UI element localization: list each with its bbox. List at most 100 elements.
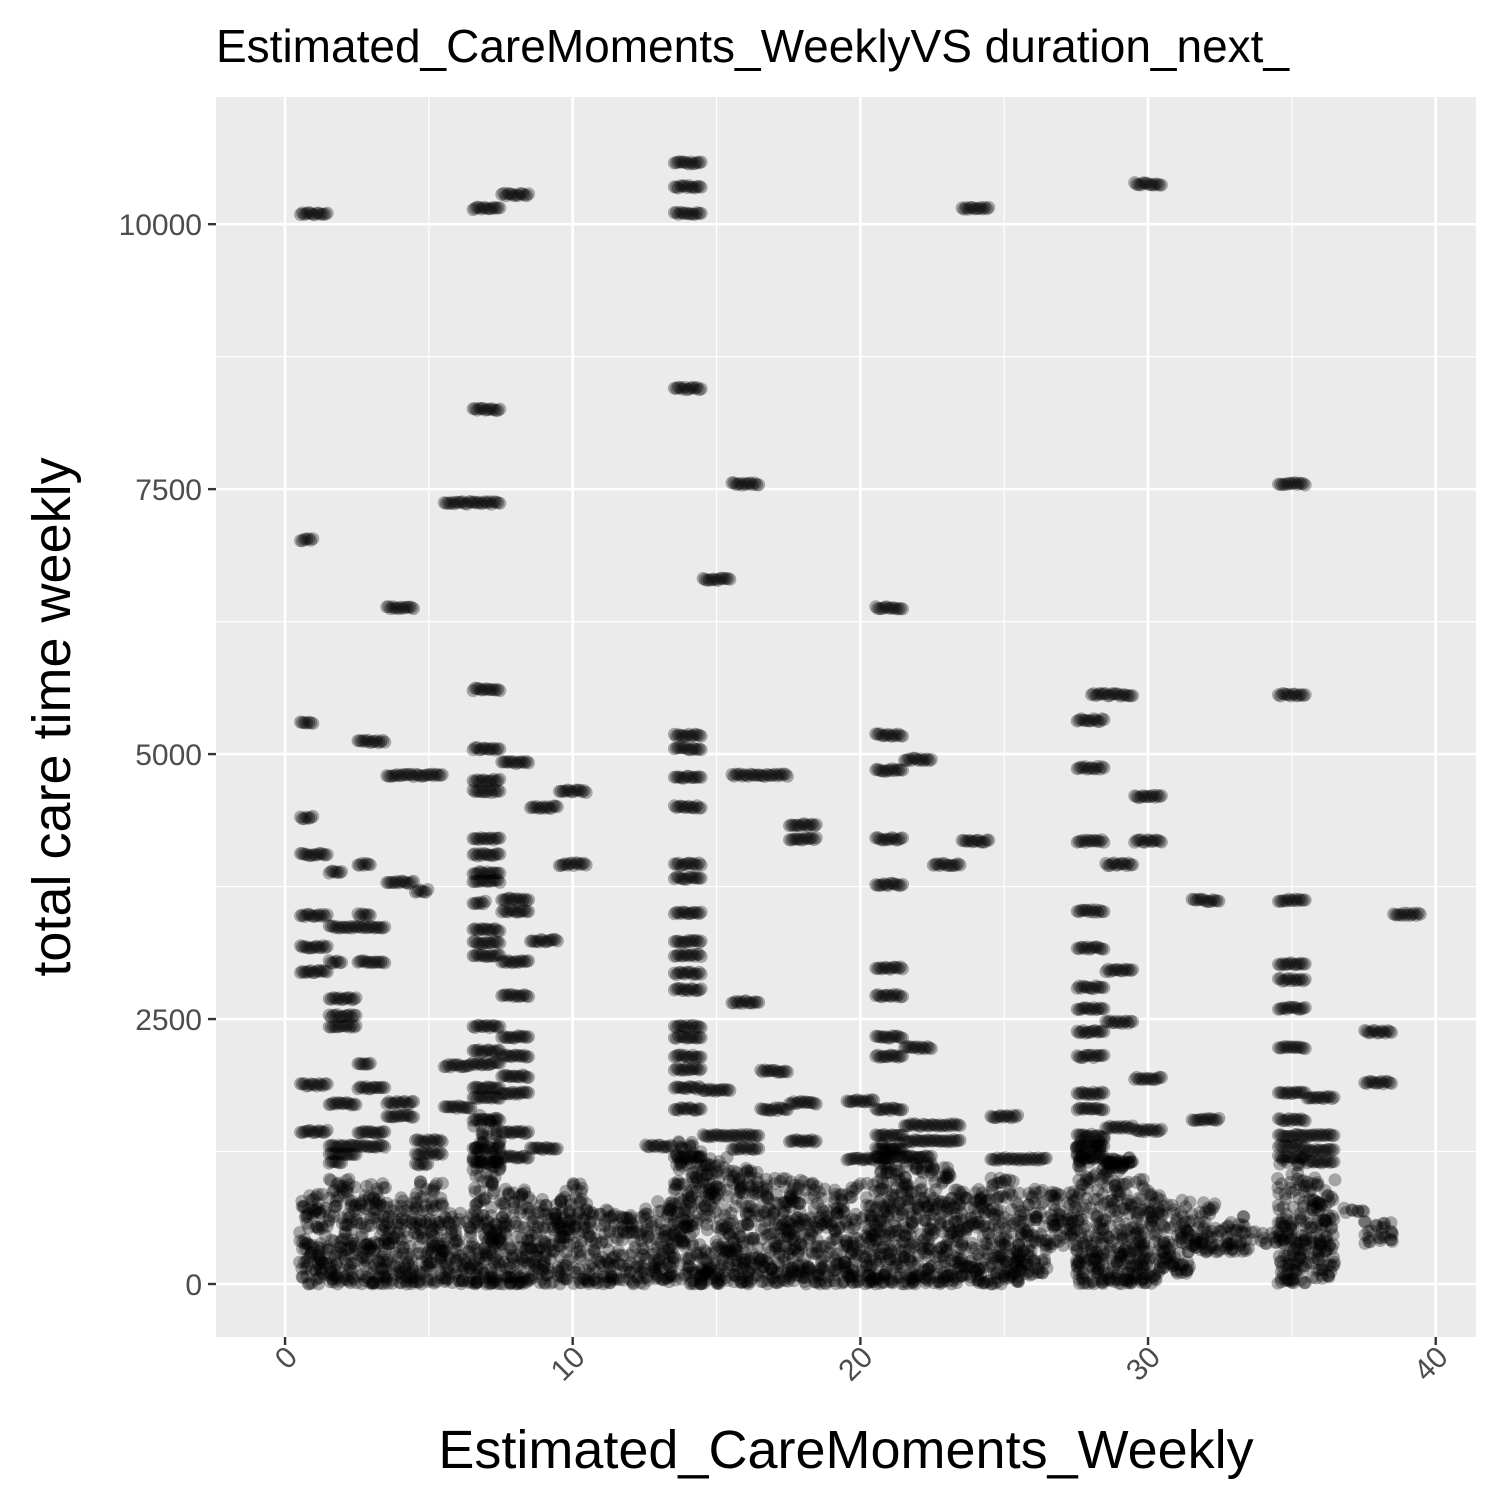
data-point: [445, 1210, 459, 1224]
data-point: [563, 1194, 577, 1208]
data-point: [421, 1246, 435, 1260]
data-point: [559, 1272, 573, 1286]
data-point: [657, 1224, 671, 1238]
data-point: [491, 1155, 505, 1169]
data-point: [551, 1216, 565, 1230]
data-point: [521, 1256, 535, 1270]
data-point: [519, 1249, 533, 1263]
data-point: [469, 1276, 483, 1290]
data-point: [768, 1239, 782, 1253]
data-point: [343, 1261, 357, 1274]
data-point: [648, 1267, 662, 1280]
data-point: [394, 1267, 408, 1281]
data-point: [408, 1275, 422, 1289]
data-point: [811, 1265, 825, 1279]
data-point: [487, 1256, 501, 1270]
data-point: [651, 1270, 665, 1284]
data-point: [299, 1261, 313, 1275]
data-point: [514, 1188, 528, 1201]
data-point: [579, 1203, 593, 1217]
data-point: [567, 1265, 581, 1279]
data-point: [324, 1174, 338, 1188]
data-point: [393, 1204, 407, 1218]
data-point: [492, 1247, 506, 1261]
data-point: [359, 1270, 373, 1284]
data-point: [536, 1259, 550, 1272]
data-point: [1074, 1209, 1088, 1223]
data-point: [478, 1228, 491, 1242]
data-point: [634, 1211, 648, 1224]
data-point: [1056, 1215, 1070, 1229]
data-point: [559, 1224, 573, 1238]
data-point: [330, 1199, 344, 1213]
data-point: [431, 1219, 445, 1233]
data-point: [419, 1217, 433, 1231]
data-point: [1180, 1263, 1194, 1277]
data-point: [680, 1214, 694, 1228]
data-point: [499, 1182, 513, 1196]
data-point: [513, 1219, 526, 1233]
data-point: [982, 833, 996, 847]
data-point: [531, 1243, 545, 1257]
data-point: [637, 1262, 651, 1276]
data-point: [295, 1262, 309, 1276]
data-point: [559, 1245, 573, 1259]
data-point: [431, 1236, 445, 1250]
data-point: [373, 1269, 387, 1283]
data-point: [569, 1265, 583, 1279]
data-point: [478, 1275, 492, 1289]
data-point: [460, 1257, 474, 1271]
data-point: [1413, 907, 1427, 921]
data-point: [626, 1277, 640, 1291]
data-point: [378, 920, 392, 934]
data-point: [652, 1253, 666, 1267]
data-point: [410, 1187, 424, 1201]
data-point: [1024, 1244, 1038, 1258]
data-point: [506, 1209, 520, 1223]
data-point: [370, 1185, 384, 1199]
data-point: [525, 1240, 539, 1254]
data-point: [535, 1272, 549, 1286]
data-point: [486, 1186, 500, 1200]
data-point: [499, 1269, 513, 1283]
data-point: [809, 831, 823, 845]
data-point: [630, 1270, 644, 1284]
data-point: [375, 1218, 389, 1232]
data-point: [493, 684, 507, 698]
data-point: [671, 1149, 684, 1162]
data-point: [490, 1224, 504, 1237]
data-point: [618, 1265, 632, 1279]
data-point: [489, 1217, 503, 1231]
data-point: [424, 1225, 437, 1239]
data-point: [611, 1244, 625, 1258]
data-point: [521, 1234, 535, 1248]
data-point: [356, 1250, 370, 1264]
data-point: [556, 1211, 570, 1225]
data-point: [427, 1222, 440, 1236]
data-point: [316, 1241, 329, 1255]
data-point: [633, 1252, 646, 1266]
data-point: [494, 1231, 507, 1245]
data-point: [443, 1266, 457, 1280]
data-point: [639, 1252, 653, 1266]
data-point: [507, 1186, 521, 1200]
data-point: [398, 1213, 412, 1227]
data-point: [372, 1255, 386, 1269]
data-point: [381, 1237, 395, 1251]
data-point: [662, 1270, 676, 1284]
data-point: [576, 1225, 590, 1239]
data-point: [529, 1254, 543, 1268]
data-point: [611, 1256, 625, 1269]
data-point: [405, 1204, 419, 1218]
data-point: [548, 1228, 562, 1242]
data-point: [305, 1193, 318, 1207]
data-point: [549, 1211, 563, 1225]
data-point: [769, 1276, 783, 1290]
data-point: [363, 1237, 377, 1251]
data-point: [309, 1272, 323, 1286]
data-point: [573, 1252, 587, 1265]
data-point: [377, 1277, 391, 1291]
data-point: [682, 1251, 696, 1265]
data-point: [356, 1242, 370, 1256]
data-point: [429, 1199, 443, 1213]
